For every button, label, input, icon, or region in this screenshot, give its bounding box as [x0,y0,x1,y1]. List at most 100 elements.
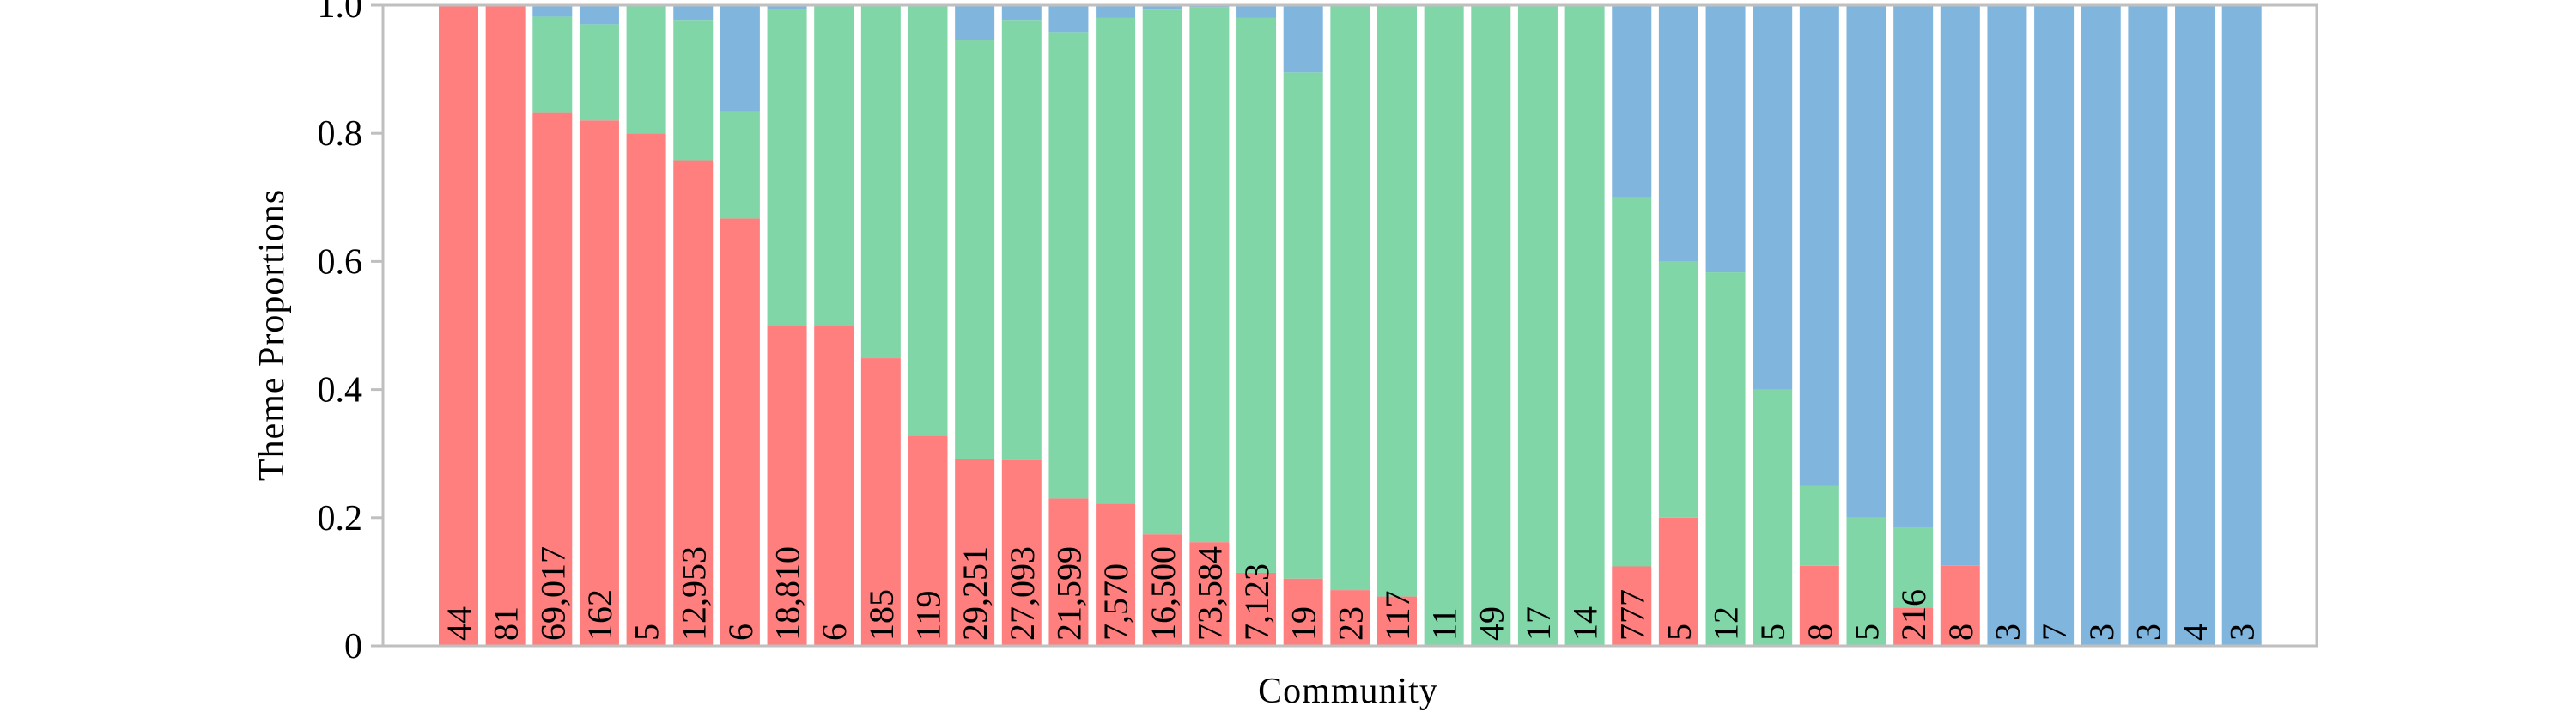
bar-segment-blue-37 [2128,5,2168,646]
bar-segment-blue-7 [720,5,760,112]
bar-segment-red-5 [626,133,666,646]
bar-segment-red-10 [860,358,901,646]
bar-segment-red-30 [1799,565,1839,646]
y-tick-label: 0.6 [318,242,363,282]
bar-count-label: 49 [1472,606,1510,641]
bar-count-label: 6 [721,624,760,641]
bar-segment-blue-34 [1987,5,2027,646]
bar-count-label: 8 [1801,624,1839,641]
bar-segment-red-11 [908,435,948,646]
bar-count-label: 19 [1285,606,1323,641]
bar-segment-green-6 [673,20,714,161]
bar-segment-green-4 [579,24,619,121]
bar-segment-blue-33 [1940,5,1980,566]
bar-count-label: 5 [1848,624,1886,641]
bar-segment-green-10 [860,5,901,359]
bar-count-label: 12 [1707,606,1746,641]
bar-segment-red-4 [579,120,619,646]
bar-segment-green-5 [626,5,666,134]
bar-segment-red-15 [1096,503,1136,646]
bar-segment-green-24 [1517,5,1558,646]
bar-segment-green-9 [814,5,854,326]
bar-segment-green-16 [1142,9,1182,535]
bar-count-label: 5 [628,624,666,641]
bar-segment-red-17 [1189,542,1230,646]
bar-segment-blue-12 [955,5,995,41]
bar-segment-blue-29 [1753,5,1793,390]
bar-count-label: 7,570 [1097,563,1135,641]
bar-segment-red-14 [1048,498,1089,646]
bar-segment-green-12 [955,40,995,459]
bar-count-label: 3 [2223,624,2262,641]
bar-segment-green-23 [1471,5,1511,646]
bar-segment-blue-19 [1283,5,1323,73]
bar-segment-blue-13 [1001,5,1042,21]
bar-segment-blue-38 [2175,5,2215,646]
bar-count-label: 7,123 [1237,563,1276,641]
bar-count-label: 14 [1566,606,1605,641]
bar-segment-red-32 [1893,607,1934,646]
bar-count-label: 185 [862,589,901,641]
bar-segment-red-21 [1377,596,1417,646]
bar-segment-green-19 [1283,72,1323,579]
bar-count-label: 12,953 [674,546,713,641]
bar-count-label: 18,810 [769,546,807,641]
bar-segment-blue-26 [1612,5,1652,198]
bar-count-label: 216 [1894,589,1933,641]
bar-segment-green-8 [767,9,807,326]
bar-segment-red-6 [673,160,714,647]
bar-segment-green-26 [1612,197,1652,567]
bar-segment-red-19 [1283,578,1323,646]
bar-segment-blue-6 [673,5,714,21]
bar-count-label: 11 [1425,607,1464,641]
bar-count-label: 5 [1660,624,1698,641]
bar-segment-blue-32 [1893,5,1934,527]
bar-segment-green-20 [1330,5,1370,591]
bar-segment-green-31 [1846,517,1886,646]
bar-segment-green-30 [1799,485,1839,566]
bar-segment-green-14 [1048,32,1089,499]
bar-segment-blue-27 [1658,5,1698,262]
bar-count-label: 162 [580,589,619,641]
bar-segment-red-12 [955,459,995,646]
bar-segment-blue-16 [1142,5,1182,10]
bar-count-label: 4 [2176,624,2215,641]
bar-count-label: 21,599 [1049,546,1088,641]
bar-segment-blue-35 [2034,5,2075,646]
bar-segment-blue-14 [1048,5,1089,33]
bar-count-label: 44 [440,606,478,641]
bar-segment-red-16 [1142,534,1182,646]
bar-segment-blue-18 [1236,5,1277,18]
bar-segment-blue-36 [2081,5,2121,646]
bar-count-label: 777 [1613,589,1651,641]
bar-segment-green-15 [1096,17,1136,504]
bar-segment-green-21 [1377,5,1417,597]
bar-segment-green-27 [1658,261,1698,518]
bar-segment-blue-31 [1846,5,1886,518]
y-tick-label: 0.8 [318,114,363,154]
y-tick-label: 1.0 [318,0,363,26]
y-tick-label: 0 [344,627,362,666]
bar-segment-blue-8 [767,5,807,9]
bar-segment-red-3 [532,112,573,646]
bar-segment-red-26 [1612,566,1652,646]
bar-count-label: 5 [1753,624,1792,641]
bar-count-label: 23 [1331,606,1370,641]
bar-segment-green-17 [1189,7,1230,543]
bar-segment-blue-15 [1096,5,1136,18]
bar-count-label: 3 [2129,624,2167,641]
bar-count-label: 7 [2035,624,2074,641]
y-axis-label: Theme Proportions [252,189,292,481]
bar-count-label: 8 [1941,624,1980,641]
bar-count-label: 27,093 [1003,546,1042,641]
bar-segment-blue-3 [532,5,573,17]
bar-segment-red-33 [1940,565,1980,646]
bar-segment-red-20 [1330,590,1370,646]
bar-segment-red-18 [1236,572,1277,646]
bar-count-label: 81 [487,606,526,641]
bar-count-label: 17 [1519,606,1558,641]
y-tick-label: 0.4 [318,371,363,411]
bar-count-label: 69,017 [533,546,572,641]
bar-segment-green-29 [1753,389,1793,646]
